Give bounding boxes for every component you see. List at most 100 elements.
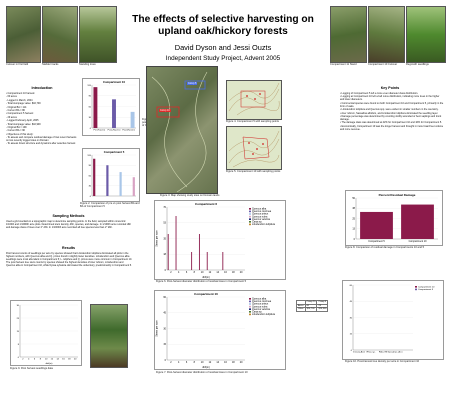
intro-item: - To assess forest structure and dynamic… (6, 142, 76, 146)
intro-item: - 29 acres (6, 115, 17, 119)
legend-swatch (249, 218, 251, 220)
photo-skidder (42, 6, 78, 63)
chart-bar (401, 204, 434, 239)
legend-swatch (249, 311, 251, 313)
legend-swatch (249, 210, 251, 213)
x-tick-label: 8 (40, 359, 42, 361)
x-axis-label: dbh(in) (202, 276, 210, 279)
y-tick-label: 60 (89, 106, 92, 108)
legend-swatch (249, 308, 251, 310)
key-point-item: • Acer rubrum, Sassafras albidum, and Li… (340, 111, 439, 115)
x-tick-label: 6 (186, 271, 188, 274)
legend-swatch (249, 213, 251, 215)
chart-bar (175, 216, 177, 270)
harvest-info-table: Comp 10 Comp 5 Acres 60 29 Value $16,700 $10,90… (296, 300, 329, 312)
table-cell: $10,900 (316, 307, 329, 312)
y-axis-label: Stems per acre (156, 230, 159, 247)
x-tick-label: Post-Harvest (122, 129, 135, 132)
photo-caption: Compartment 10 Cutover (368, 63, 398, 66)
table-cell: $16,700 (304, 307, 318, 312)
chart-seedlings-right-svg: 0 15 30 45 60 V.rosea Acer Rhus sp. Ribo. Ell Sa… (350, 285, 436, 354)
x-tick-label: 12 (209, 271, 212, 274)
legend-swatch (249, 305, 251, 308)
x-tick-label: 18 (68, 359, 71, 361)
figure7-caption: Figure 7. Post-harvest diameter distribu… (156, 371, 248, 374)
chart-residual-damage: Percent Residual Damage 0 13 25 38 50 Compartm… (345, 190, 443, 246)
table-cell: Value (296, 307, 306, 312)
x-tick-label: 16 (62, 359, 65, 361)
chart-bar (106, 165, 109, 196)
y-tick-label: 30 (17, 305, 20, 307)
chart-title: Percent Residual Damage (379, 193, 416, 197)
section-sampling: Sampling Methods (52, 214, 85, 218)
legend-swatch (249, 303, 251, 305)
x-tick-label: 8 (194, 271, 196, 274)
chart-bar (222, 252, 224, 270)
legend-swatch (415, 288, 417, 291)
y-tick-label: 35 (163, 237, 166, 240)
x-tick-label: 16 (224, 271, 227, 274)
chart-bar (360, 211, 393, 239)
intro-item: • Compartment 10 harvest: (6, 92, 36, 95)
intro-item: • Compartment 5 harvest: (6, 112, 34, 116)
y-axis-label: Stems per acre (156, 320, 159, 337)
x-tick-label: 20 (240, 271, 243, 274)
legend-swatch (415, 286, 417, 288)
legend-swatch (249, 221, 251, 223)
legend-swatch (249, 313, 251, 316)
chart-compartment6: Compartment 6 0 18 35 53 70 2 4 6 8 10 12 14 16 18 20 db… (154, 200, 286, 280)
y-tick-label: 0 (165, 359, 167, 362)
y-tick-label: 13 (352, 228, 355, 231)
y-tick-label: 0 (90, 196, 92, 198)
x-tick-label: 2 (22, 359, 24, 361)
y-tick-label: 15 (163, 343, 166, 346)
y-tick-label: 50 (352, 197, 355, 200)
figure8-caption: Figure 8. Comparison of residual damage … (345, 246, 425, 249)
x-tick-label: Compartment 5 (368, 240, 385, 243)
topo-map-comp5 (226, 80, 282, 120)
legend-label: Quercus prinus (252, 303, 269, 306)
photo-comp11 (330, 6, 367, 63)
x-tick-label: V.rosea Acer (353, 351, 366, 354)
key-point-item: • The damage class was determined at 42%… (340, 121, 442, 125)
x-tick-label: 6 (186, 361, 188, 364)
table-cell: Comp 10 (304, 300, 318, 305)
y-tick-label: 0 (351, 350, 353, 352)
x-tick-label: Compartment 10 (409, 240, 427, 243)
x-tick-label: 18 (232, 271, 235, 274)
chart-comp5-svg: Compartment 5 0 30 60 90 120 (87, 150, 136, 198)
legend-label: Carya sp. (252, 221, 263, 224)
x-tick-label: 18 (232, 361, 235, 364)
study-site-map: Comp 5 Comp 10 (146, 66, 218, 194)
key-point-item: • Economically, Compartment 10 was the l… (340, 124, 444, 131)
photo-caption: Standing trees (79, 63, 96, 66)
y-tick-label: 38 (352, 207, 355, 210)
map-label-comp10: Comp 10 (159, 109, 171, 112)
photo-forest-floor (90, 304, 128, 368)
y-tick-label: 30 (350, 317, 353, 319)
photo-caption: Cutover in first field (6, 63, 29, 66)
x-tick-label: 14 (216, 361, 219, 364)
photo-comp10-cutover (368, 6, 405, 63)
chart-bar (112, 99, 116, 128)
results-text: Post harvest counts of seedlings per acr… (6, 252, 132, 267)
photo-cutover (6, 6, 41, 63)
legend-swatch (249, 300, 251, 303)
chart-title: Compartment 6 (195, 202, 217, 206)
y-tick-label: 60 (350, 285, 353, 287)
y-tick-label: 30 (89, 117, 92, 119)
legend-label: Quercus alba (252, 298, 267, 301)
key-point-item: • Logging at Compartment 10 left a bell … (340, 95, 440, 102)
photo-caption: Compartment 11 Stand (330, 63, 357, 66)
chart-comp10-ba: Compartment 10 0 30 60 90 120 Pre-Harvest Post-… (82, 78, 140, 136)
x-tick-label: Post-Harvest (108, 129, 121, 132)
chart-bar (167, 234, 169, 270)
y-tick-label: 25 (352, 217, 355, 220)
topo-comp5-svg (228, 82, 280, 116)
chart-seedlings-dbh: 0 8 15 23 30 2 4 6 8 10 12 14 16 18 20 dbh(in) (10, 300, 82, 366)
figure4-caption: Figure 4. Compartment 5 with sampling po… (226, 120, 279, 123)
legend-label: Quercus prinus (252, 213, 269, 216)
x-tick-label: 2 (170, 361, 172, 364)
y-tick-label: 45 (350, 301, 353, 303)
